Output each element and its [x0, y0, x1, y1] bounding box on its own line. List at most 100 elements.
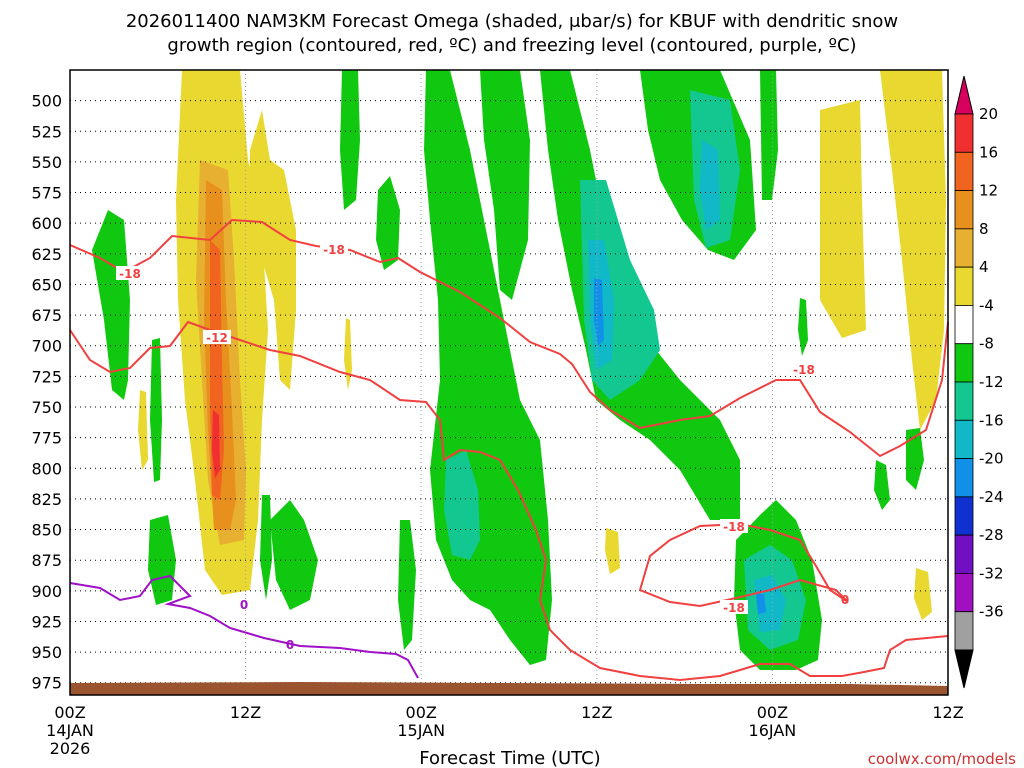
y-tick-label-925: 925: [31, 612, 62, 631]
omega-negative-left-thin: [150, 338, 162, 482]
omega-teal-center: [444, 450, 480, 560]
omega-positive-thin: [344, 318, 352, 390]
dgz-upper-contour: [69, 218, 949, 458]
omega-negative-left-band: [92, 210, 130, 400]
dgz-label-5: -18: [723, 601, 745, 615]
omega-negative-right-small: [798, 298, 808, 356]
x-axis-label: Forecast Time (UTC): [419, 748, 600, 768]
x-tick-label-3: 12Z: [581, 703, 612, 722]
colorbar-swatch-8: [954, 419, 974, 459]
colorbar-label-9: -20: [979, 450, 1004, 468]
omega-positive-right-edge: [880, 70, 946, 430]
freezing-level-contour: [69, 574, 419, 679]
omega-negative-upper-small: [376, 176, 400, 270]
x-tick-date-0: 14JAN: [46, 721, 94, 740]
omega-negative-mid-thin: [260, 495, 272, 600]
y-tick-label-750: 750: [31, 398, 62, 417]
freezing-label-0: 0: [240, 598, 248, 612]
omega-negative-left-lower: [148, 515, 176, 605]
freezing-contours: [69, 574, 419, 679]
colorbar-swatch-13: [954, 611, 974, 651]
credit-text: coolwx.com/models: [868, 750, 1016, 768]
x-tick-label-0: 00Z: [54, 703, 85, 722]
dgz-label-bg-1: [203, 330, 231, 344]
x-tick-label-4: 00Z: [757, 703, 788, 722]
omega-negative-mid-low: [270, 500, 318, 610]
y-tick-label-650: 650: [31, 275, 62, 294]
omega-cyan-upper-right: [700, 140, 720, 230]
colorbar-label-11: -28: [979, 526, 1004, 544]
chart-title-line1: 2026011400 NAM3KM Forecast Omega (shaded…: [126, 11, 898, 32]
y-tick-label-500: 500: [31, 92, 62, 111]
colorbar-label-1: 16: [979, 143, 998, 161]
omega-shading: [92, 70, 946, 670]
colorbar-label-12: -32: [979, 564, 1004, 582]
colorbar-label-3: 8: [979, 220, 989, 238]
colorbar: 20 16 12 8 4 -4 -8 -12 -16 -20 -24 -28 -32 -36: [954, 75, 1004, 689]
colorbar-swatch-0: [954, 113, 974, 153]
colorbar-swatch-1: [954, 151, 974, 191]
colorbar-swatch-2: [954, 190, 974, 230]
y-tick-label-525: 525: [31, 122, 62, 141]
dgz-label-bg-5: [720, 600, 748, 614]
y-tick-label-900: 900: [31, 582, 62, 601]
y-tick-label-950: 950: [31, 643, 62, 662]
y-tick-label-775: 775: [31, 429, 62, 448]
freezing-label-1: 0: [286, 638, 294, 652]
colorbar-label-4: 4: [979, 258, 989, 276]
y-tick-label-875: 875: [31, 551, 62, 570]
x-tick-label-5: 12Z: [932, 703, 963, 722]
omega-negative-far-right: [874, 460, 890, 510]
terrain-ground: [70, 682, 948, 695]
colorbar-swatch-5: [954, 305, 974, 345]
x-tick-label-1: 12Z: [230, 703, 261, 722]
colorbar-label-7: -12: [979, 373, 1004, 391]
y-axis-ticks: 500 525 550 575 600 625 650 675 700 725 750 775 800 8…: [31, 92, 62, 693]
dgz-label-bg-3: [790, 362, 818, 376]
y-tick-label-975: 975: [31, 674, 62, 693]
colorbar-label-10: -24: [979, 488, 1004, 506]
colorbar-top-arrow: [954, 75, 974, 115]
dgz-label-1: -12: [206, 331, 228, 345]
omega-cyan-lower-right: [754, 575, 786, 632]
y-tick-label-550: 550: [31, 153, 62, 172]
omega-blue-lower-right: [756, 594, 766, 614]
omega-negative-mid-upper: [340, 70, 360, 210]
dgz-label-3: -18: [793, 363, 815, 377]
y-tick-label-625: 625: [31, 245, 62, 264]
omega-negative-center-upper: [480, 70, 530, 300]
y-tick-label-800: 800: [31, 459, 62, 478]
x-tick-label-2: 00Z: [406, 703, 437, 722]
colorbar-swatch-12: [954, 573, 974, 613]
colorbar-label-8: -16: [979, 411, 1004, 429]
y-tick-label-850: 850: [31, 521, 62, 540]
x-tick-year-0: 2026: [50, 739, 91, 758]
dgz-label-2: -18: [323, 243, 345, 257]
y-tick-label-575: 575: [31, 184, 62, 203]
y-tick-label-675: 675: [31, 306, 62, 325]
dgz-label-0: -18: [119, 267, 141, 281]
colorbar-swatch-3: [954, 228, 974, 268]
colorbar-swatch-10: [954, 496, 974, 536]
colorbar-label-5: -4: [979, 296, 994, 314]
omega-positive-small-3: [138, 390, 148, 470]
colorbar-bottom-arrow: [954, 649, 974, 689]
colorbar-swatch-11: [954, 534, 974, 574]
y-tick-label-600: 600: [31, 214, 62, 233]
omega-negative-far-right-2: [906, 428, 924, 490]
omega-positive-tongue: [248, 110, 296, 390]
contour-labels: -18 -12 -18 -18 -18 -18 0 0 0: [116, 242, 849, 652]
colorbar-label-6: -8: [979, 335, 994, 353]
freezing-label-2: 0: [841, 593, 849, 607]
colorbar-swatch-4: [954, 266, 974, 306]
colorbar-swatch-7: [954, 381, 974, 421]
colorbar-label-0: 20: [979, 105, 998, 123]
omega-positive-plume-peak: [212, 410, 220, 478]
dgz-label-bg-0: [116, 266, 144, 280]
colorbar-swatch-9: [954, 458, 974, 498]
omega-negative-right-thin: [760, 70, 778, 200]
dgz-label-4: -18: [723, 520, 745, 534]
omega-positive-right: [820, 100, 866, 338]
